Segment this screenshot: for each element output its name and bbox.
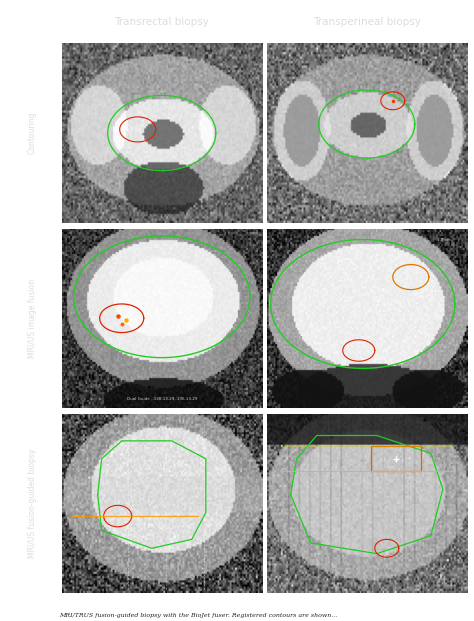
Bar (371, 446, 421, 471)
Text: 1.7 cm: 1.7 cm (437, 238, 451, 242)
Text: Contouring: Contouring (28, 112, 37, 154)
Text: Transrectal biopsy: Transrectal biopsy (114, 17, 209, 27)
Text: MRI/US image fusion: MRI/US image fusion (28, 279, 37, 358)
Text: Transperineal biopsy: Transperineal biopsy (313, 17, 421, 27)
Text: MRI/TRUS fusion-guided biopsy with the BioJet fuser. Registered contours are sho: MRI/TRUS fusion-guided biopsy with the B… (59, 613, 337, 618)
Text: MRI/US fusion-guided biopsy: MRI/US fusion-guided biopsy (28, 449, 37, 558)
Text: Dual Guide - 138.13.29, 136.13.29: Dual Guide - 138.13.29, 136.13.29 (127, 397, 197, 401)
